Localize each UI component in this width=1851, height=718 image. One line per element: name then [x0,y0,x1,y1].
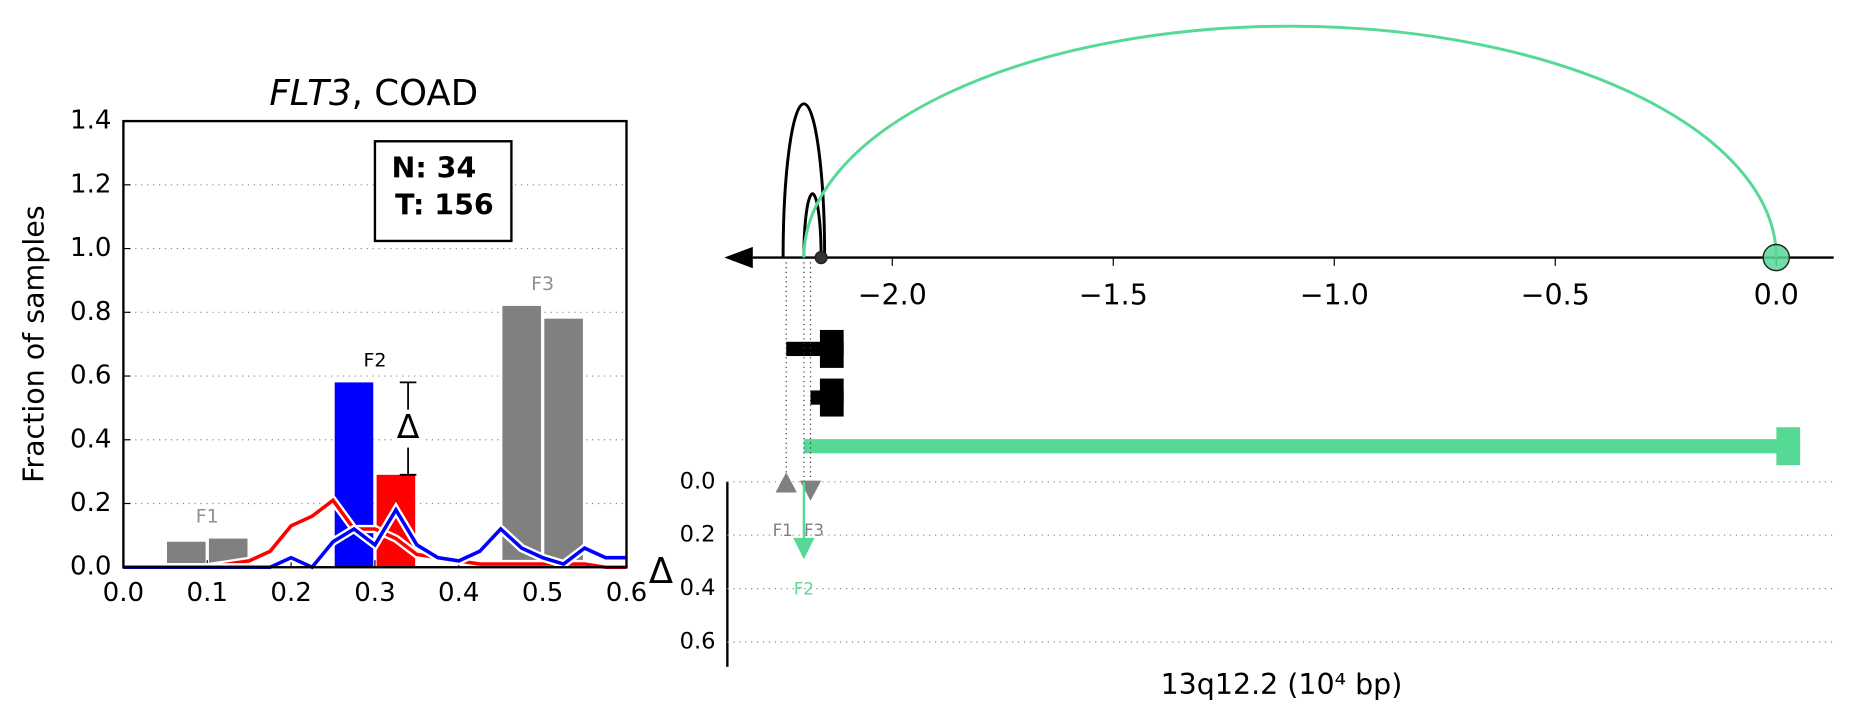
point [1762,243,1791,272]
marker-label: F1 [773,521,793,540]
marker-label: F2 [794,580,814,599]
y-tick-label: 0.0 [680,468,716,494]
x-tick-label: 0.3 [354,578,396,608]
point [814,250,828,265]
y-axis-label: Fraction of samples [18,205,51,483]
info-text: N: 34 [392,152,477,185]
group-label: F2 [363,350,386,372]
marker [799,480,822,501]
marker-label: F3 [804,521,824,540]
group-label: F3 [531,273,554,295]
y-tick-label: 1.4 [70,106,112,136]
y-tick-label: 1.0 [70,233,112,263]
marker [775,472,797,493]
group-label: F1 [196,506,219,528]
x-tick-label: 0.6 [606,578,648,608]
arc [781,102,827,258]
bar [167,541,206,568]
x-tick-label: −2.0 [858,279,927,312]
x-tick-label: 0.0 [103,578,145,608]
arc [802,192,823,258]
y-tick-label: 0.4 [70,424,112,454]
plot-frame [122,119,628,569]
axis-arrow [724,246,753,269]
track-end [819,329,844,368]
info-text: T: 156 [395,189,494,222]
y-tick-label: 1.2 [70,169,112,199]
x-tick-label: −0.5 [1521,279,1590,312]
title-rest: , COAD [352,73,479,114]
x-axis-label: 13q12.2 (10⁴ bp) [1161,668,1403,701]
delta-bg [393,409,423,448]
track-end [1776,427,1801,466]
x-tick-label: 0.1 [186,578,228,608]
arc [802,24,1778,258]
y-tick-label: 0.0 [70,552,112,582]
x-tick-label: 0.4 [438,578,479,608]
x-tick-label: 0.2 [270,578,311,608]
x-tick-label: −1.5 [1079,279,1148,312]
title-gene: FLT3 [269,73,351,114]
y-tick-label: 0.6 [680,628,716,654]
y-tick-label: 0.2 [70,488,112,518]
x-tick-label: 0.5 [522,578,564,608]
marker [793,537,815,560]
info-box [373,140,513,243]
track-end [819,378,844,417]
y-tick-label: 0.6 [70,361,112,391]
track [803,439,1801,454]
bar [502,305,541,568]
x-tick-label: 0.0 [1754,279,1799,312]
y-axis-label: Δ [649,551,674,592]
delta-label: Δ [397,407,420,446]
y-tick-label: 0.2 [680,522,716,548]
bar [544,318,583,568]
x-tick-label: −1.0 [1300,279,1369,312]
y-tick-label: 0.8 [70,297,112,327]
y-tick-label: 0.4 [680,575,716,601]
chart-title: FLT3, COAD [269,73,478,114]
